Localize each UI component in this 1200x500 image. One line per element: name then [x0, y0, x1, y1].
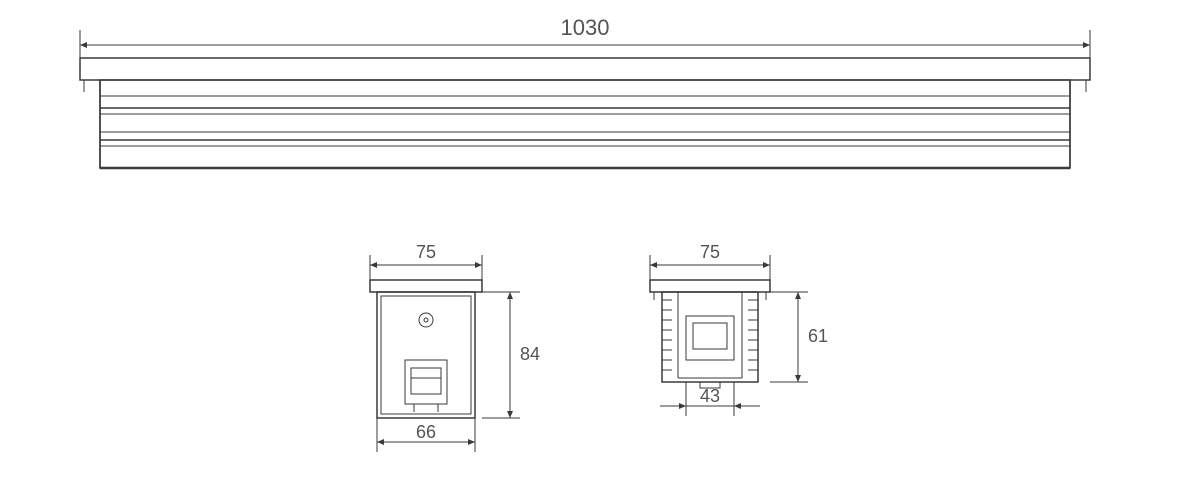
section-right: 75: [650, 242, 828, 416]
dimension-drawing: 1030 75: [0, 0, 1200, 500]
dim-right-top: 75: [700, 242, 720, 262]
dim-left-side: 84: [520, 344, 540, 364]
dim-right-bottom: 43: [700, 386, 720, 406]
dim-right-side: 61: [808, 326, 828, 346]
dim-top-length: 1030: [561, 15, 610, 40]
top-view: 1030: [80, 15, 1090, 168]
dim-left-bottom: 66: [416, 422, 436, 442]
dim-left-top: 75: [416, 242, 436, 262]
section-left: 75 84 66: [370, 242, 540, 452]
